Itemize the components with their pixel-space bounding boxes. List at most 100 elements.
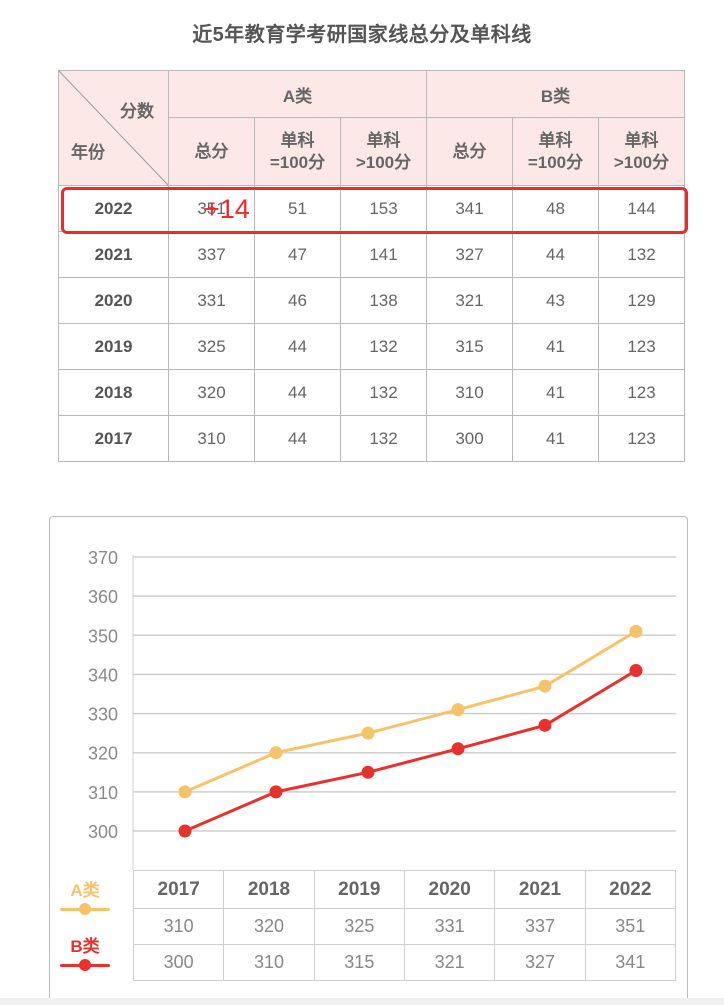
b-value-cell: 310 xyxy=(223,944,315,981)
col-header-b-total: 总分 xyxy=(426,117,513,186)
score-cell: 123 xyxy=(598,323,685,370)
a-value-cell: 320 xyxy=(223,908,315,945)
year-header: 2018 xyxy=(223,870,315,909)
a-value-cell: 337 xyxy=(494,908,586,945)
corner-header-cell: 分数 年份 xyxy=(58,70,169,186)
table-row: 2018 320 44 132 310 41 123 xyxy=(58,369,685,416)
table-row: 2019 325 44 132 315 41 123 xyxy=(58,323,685,370)
legend-label-b: B类 xyxy=(70,937,100,956)
score-cell: 141 xyxy=(340,231,427,278)
svg-text:370: 370 xyxy=(88,548,118,568)
score-cell: 331 xyxy=(168,277,255,324)
increase-annotation: +14 xyxy=(204,194,250,224)
score-cell: 300 xyxy=(426,415,513,462)
b-value-cell: 300 xyxy=(132,944,225,981)
col-header-b-single-gt100: 单科 >100分 xyxy=(598,117,685,186)
year-header: 2021 xyxy=(494,870,586,909)
b-value-cell: 327 xyxy=(494,944,586,981)
score-cell: 129 xyxy=(598,277,685,324)
score-table: 分数 年份 A类 B类 总分 单科 =100分 单科 >100分 总分 单科 =100… xyxy=(58,70,685,462)
score-cell: 41 xyxy=(512,323,599,370)
score-cell: 132 xyxy=(340,415,427,462)
score-cell: 46 xyxy=(254,277,341,324)
score-cell: 47 xyxy=(254,231,341,278)
score-cell: 153 xyxy=(340,185,427,232)
year-cell: 2018 xyxy=(58,369,169,416)
year-header: 2020 xyxy=(403,870,496,909)
score-cell: 43 xyxy=(512,277,599,324)
y-axis-ticks: 300 310 320 330 340 350 360 370 xyxy=(88,548,118,842)
b-value-cell: 315 xyxy=(313,944,405,981)
col-header-a-total: 总分 xyxy=(168,117,255,186)
svg-text:310: 310 xyxy=(88,783,118,803)
a-value-cell: 310 xyxy=(132,908,225,945)
table-row: 2017 310 44 132 300 41 123 xyxy=(58,415,685,462)
score-cell: 337 xyxy=(168,231,255,278)
series-a-markers xyxy=(178,624,643,799)
score-cell: 327 xyxy=(426,231,513,278)
series-a-line xyxy=(184,630,637,794)
group-header-b: B类 xyxy=(426,70,685,118)
score-cell: 132 xyxy=(340,369,427,416)
data-table-a-row: 310 320 325 331 337 351 xyxy=(132,908,677,945)
score-cell: 132 xyxy=(340,323,427,370)
b-value-cell: 341 xyxy=(584,944,677,981)
score-cell: 351 xyxy=(168,185,255,232)
chart-data-table: 2017 2018 2019 2020 2021 2022 310 320 32… xyxy=(132,870,677,981)
score-cell: 44 xyxy=(254,415,341,462)
score-cell: 132 xyxy=(598,231,685,278)
svg-text:340: 340 xyxy=(88,665,118,685)
a-value-cell: 331 xyxy=(403,908,496,945)
year-cell: 2021 xyxy=(58,231,169,278)
corner-label-year: 年份 xyxy=(71,143,105,162)
series-b-line xyxy=(184,669,637,833)
score-cell: 325 xyxy=(168,323,255,370)
svg-text:330: 330 xyxy=(88,705,118,725)
table-row: 2021 337 47 141 327 44 132 xyxy=(58,231,685,278)
score-cell: 123 xyxy=(598,369,685,416)
year-cell: 2022 xyxy=(58,185,169,232)
legend-label-a: A类 xyxy=(70,881,100,900)
legend-dot-b-icon xyxy=(79,959,91,971)
table-row: 2020 331 46 138 321 43 129 xyxy=(58,277,685,324)
score-cell: 144 xyxy=(598,185,685,232)
year-header: 2019 xyxy=(313,870,405,909)
score-cell: 310 xyxy=(168,415,255,462)
year-header: 2022 xyxy=(584,870,677,909)
col-header-a-single-eq100: 单科 =100分 xyxy=(254,117,341,186)
col-header-a-single-gt100: 单科 >100分 xyxy=(340,117,427,186)
score-cell: 321 xyxy=(426,277,513,324)
svg-text:320: 320 xyxy=(88,744,118,764)
group-header-a: A类 xyxy=(168,70,427,118)
corner-label-score: 分数 xyxy=(120,102,154,121)
diagonal-divider-icon xyxy=(59,71,168,185)
page-bottom-strip xyxy=(0,998,724,1005)
svg-text:360: 360 xyxy=(88,587,118,607)
year-cell: 2019 xyxy=(58,323,169,370)
legend-item-b: B类 xyxy=(57,932,117,988)
score-cell: 44 xyxy=(254,323,341,370)
data-table-year-row: 2017 2018 2019 2020 2021 2022 xyxy=(132,870,677,909)
legend-item-a: A类 xyxy=(57,876,117,932)
year-cell: 2017 xyxy=(58,415,169,462)
series-b-markers xyxy=(178,664,643,838)
data-table-b-row: 300 310 315 321 327 341 xyxy=(132,944,677,981)
chart-gridlines xyxy=(133,556,676,832)
a-value-cell: 351 xyxy=(584,908,677,945)
score-cell: 320 xyxy=(168,369,255,416)
a-value-cell: 325 xyxy=(313,908,405,945)
table-row: 2022 351 51 153 341 48 144 xyxy=(58,185,685,232)
legend-dot-a-icon xyxy=(79,903,91,915)
score-cell: 315 xyxy=(426,323,513,370)
year-cell: 2020 xyxy=(58,277,169,324)
score-cell: 51 xyxy=(254,185,341,232)
svg-text:350: 350 xyxy=(88,626,118,646)
year-header: 2017 xyxy=(132,870,225,909)
score-cell: 138 xyxy=(340,277,427,324)
chart-legend: A类 B类 xyxy=(57,876,117,988)
svg-text:300: 300 xyxy=(88,822,118,842)
page-title: 近5年教育学考研国家线总分及单科线 xyxy=(192,24,532,46)
score-cell: 44 xyxy=(512,231,599,278)
score-cell: 41 xyxy=(512,415,599,462)
